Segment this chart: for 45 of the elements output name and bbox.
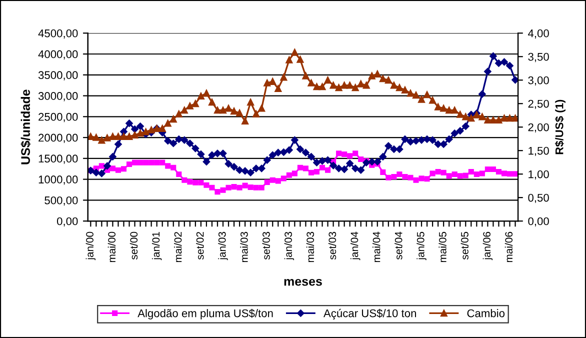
- x-tick-label: jan/04: [350, 232, 360, 260]
- x-tick-label: set/00: [130, 232, 138, 260]
- y2-tick-label: 0,50: [528, 194, 549, 204]
- y-tick-label: 1500,00: [38, 154, 78, 164]
- x-tick-label: jan/06: [482, 232, 493, 260]
- y-tick-label: 500,00: [44, 196, 78, 206]
- x-tick-label: mai/00: [108, 232, 116, 262]
- x-tick-label: mai/06: [504, 232, 513, 262]
- y2-tick-label: 1,50: [528, 146, 549, 156]
- y2-tick-label: 4,00: [528, 29, 549, 39]
- legend-label: Cambio: [467, 309, 505, 318]
- x-tick-label: mai/03: [240, 232, 248, 262]
- y2-tick-label: 3,50: [528, 52, 549, 62]
- x-tick-label: set/05: [460, 232, 468, 260]
- x-tick-label: set/03: [262, 232, 270, 260]
- x-axis-title: meses: [284, 278, 322, 286]
- x-tick-label: jan/00: [86, 232, 96, 260]
- y2-tick-label: 0,00: [528, 217, 549, 226]
- legend-label: Açúcar US$/10 ton: [323, 308, 416, 320]
- x-tick-label: jan/03: [284, 232, 294, 260]
- y-tick-label: 2000,00: [38, 134, 78, 143]
- x-tick-label: set/02: [196, 232, 204, 260]
- y-tick-label: 4500,00: [38, 29, 78, 39]
- x-tick-label: set/03: [328, 232, 336, 260]
- y-tick-label: 0,00: [56, 217, 78, 226]
- y-tick-label: 1000,00: [38, 176, 78, 185]
- y-tick-label: 2500,00: [38, 112, 78, 122]
- y-tick-label: 3000,00: [38, 92, 78, 102]
- legend-label: Algodão em pluma US$/ton: [138, 308, 273, 320]
- y2-tick-label: 1,00: [528, 170, 549, 180]
- x-tick-label: mai/03: [306, 232, 314, 262]
- y-tick-label: 3500,00: [38, 71, 78, 80]
- y-tick-label: 4000,00: [38, 50, 78, 60]
- x-tick-label: jan/01: [152, 232, 162, 260]
- x-tick-label: mai/02: [174, 232, 182, 262]
- x-tick-label: jan/03: [218, 232, 228, 260]
- x-tick-label: mai/05: [438, 232, 446, 262]
- x-tick-label: set/04: [394, 232, 402, 260]
- y2-tick-label: 2,00: [528, 123, 549, 133]
- x-tick-label: jan/05: [416, 232, 426, 260]
- y2-axis-title: R$/US$ (1): [554, 100, 566, 154]
- y2-tick-label: 2,50: [528, 100, 549, 110]
- y-axis-title: US$/unidade: [20, 90, 31, 164]
- x-tick-label: mai/04: [372, 232, 380, 262]
- y2-tick-label: 3,00: [528, 76, 549, 86]
